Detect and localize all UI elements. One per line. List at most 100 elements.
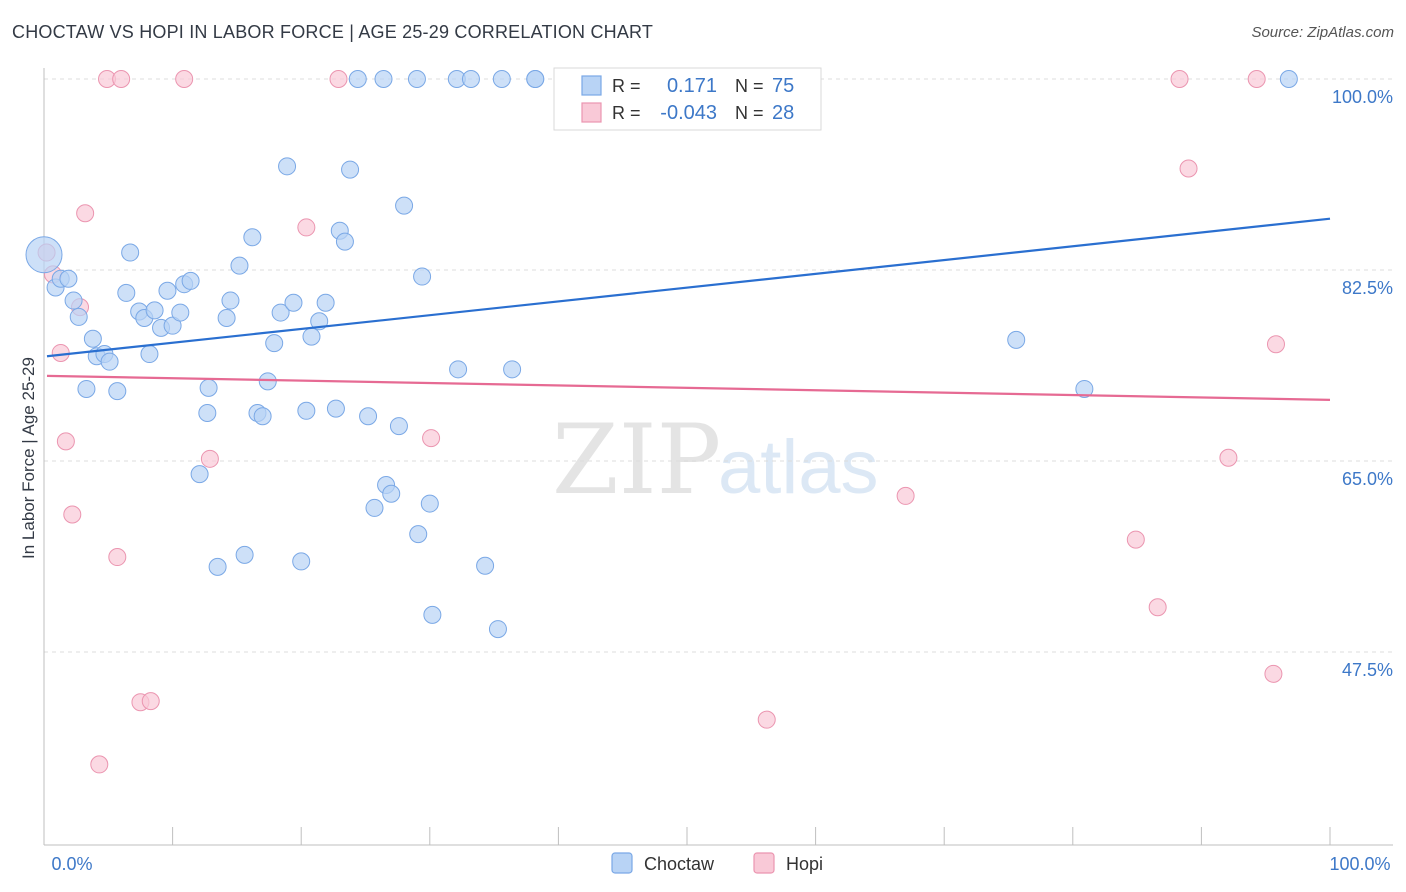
hopi-point [297, 218, 316, 237]
hopi-point [896, 486, 915, 505]
stats-legend: R = 0.171 N = 75 R = -0.043 N = 28 [553, 67, 822, 131]
choctaw-point [64, 291, 83, 310]
hopi-point [1126, 530, 1145, 549]
hopi-point [63, 505, 82, 524]
hopi-point [200, 449, 219, 468]
hopi-point [1148, 598, 1167, 617]
choctaw-point [476, 556, 495, 575]
hopi-point [112, 70, 131, 88]
y-tick-label-0: 100.0% [1332, 87, 1393, 107]
choctaw-point [25, 236, 63, 274]
hopi-point [141, 692, 160, 711]
choctaw-point [492, 70, 511, 88]
choctaw-point [108, 382, 127, 401]
choctaw-point [389, 417, 408, 436]
axes [43, 68, 1393, 846]
choctaw-point [230, 256, 249, 275]
trend-lines [46, 217, 1331, 401]
choctaw-point [278, 157, 297, 176]
choctaw-point [409, 525, 428, 544]
choctaw-swatch [581, 75, 602, 96]
choctaw-point [258, 372, 277, 391]
choctaw-point [217, 309, 236, 328]
hopi-point [1219, 448, 1238, 467]
hopi-point [76, 204, 95, 223]
choctaw-point [302, 327, 321, 346]
choctaw-point [59, 269, 78, 288]
hopi-point [1179, 159, 1198, 178]
choctaw-n-value: 75 [772, 75, 794, 97]
choctaw-point [198, 403, 217, 422]
hopi-point [56, 432, 75, 451]
chart-title: CHOCTAW VS HOPI IN LABOR FORCE | AGE 25-… [12, 22, 654, 42]
choctaw-point [365, 498, 384, 517]
watermark: ZIP atlas [552, 404, 879, 516]
hopi-series [37, 70, 1285, 774]
hopi-point [51, 343, 70, 362]
watermark-zip: ZIP [552, 404, 721, 516]
choctaw-point [140, 345, 159, 364]
watermark-atlas: atlas [718, 425, 879, 510]
choctaw-point [488, 620, 507, 639]
choctaw-series [25, 70, 1298, 639]
choctaw-point [348, 70, 367, 88]
y-tick-label-3: 47.5% [1342, 660, 1393, 680]
hopi-point [1264, 664, 1283, 683]
choctaw-point [461, 70, 480, 88]
choctaw-point [341, 160, 360, 179]
choctaw-point [243, 228, 262, 247]
choctaw-point [190, 465, 209, 484]
legend-hopi-label: Hopi [786, 854, 823, 874]
choctaw-point [158, 281, 177, 300]
y-axis-label: In Labor Force | Age 25-29 [19, 357, 38, 559]
hopi-point [1170, 70, 1189, 88]
choctaw-point [382, 484, 401, 503]
choctaw-point [413, 267, 432, 286]
choctaw-point [117, 283, 136, 302]
choctaw-point [284, 293, 303, 312]
choctaw-point [395, 196, 414, 215]
hopi-r-value: -0.043 [660, 102, 717, 124]
y-tick-label-2: 65.0% [1342, 469, 1393, 489]
choctaw-point [407, 70, 426, 88]
choctaw-point [171, 303, 190, 322]
choctaw-point [235, 545, 254, 564]
choctaw-point [145, 301, 164, 320]
choctaw-point [1279, 70, 1298, 88]
hopi-n-label: N = [735, 103, 764, 123]
hopi-point [1266, 335, 1285, 354]
choctaw-point [503, 360, 522, 379]
hopi-point [422, 429, 441, 448]
choctaw-point [77, 379, 96, 398]
x-tick-label-max: 100.0% [1329, 854, 1390, 874]
choctaw-n-label: N = [735, 76, 764, 96]
choctaw-point [69, 307, 88, 326]
choctaw-point [316, 293, 335, 312]
choctaw-point [83, 329, 102, 348]
choctaw-point [181, 271, 200, 290]
choctaw-point [1075, 379, 1094, 398]
choctaw-point [297, 401, 316, 420]
choctaw-point [271, 303, 290, 322]
hopi-point [175, 70, 194, 88]
choctaw-point [253, 407, 272, 426]
choctaw-point [423, 605, 442, 624]
hopi-point [329, 70, 348, 88]
hopi-r-label: R = [612, 103, 641, 123]
choctaw-point [449, 360, 468, 379]
choctaw-trend-line [46, 217, 1331, 358]
choctaw-point [208, 557, 227, 576]
hopi-trend-line [46, 374, 1331, 401]
choctaw-point [526, 70, 545, 88]
source-credit: Source: ZipAtlas.com [1251, 24, 1394, 41]
y-tick-labels: 100.0% 82.5% 65.0% 47.5% [1332, 87, 1393, 680]
hopi-point [1247, 70, 1266, 88]
choctaw-point [199, 378, 218, 397]
hopi-n-value: 28 [772, 102, 794, 124]
choctaw-r-value: 0.171 [667, 75, 717, 97]
legend-choctaw-swatch [611, 852, 633, 874]
choctaw-point [374, 70, 393, 88]
series-legend: Choctaw Hopi [611, 852, 823, 874]
hopi-swatch [581, 102, 602, 123]
